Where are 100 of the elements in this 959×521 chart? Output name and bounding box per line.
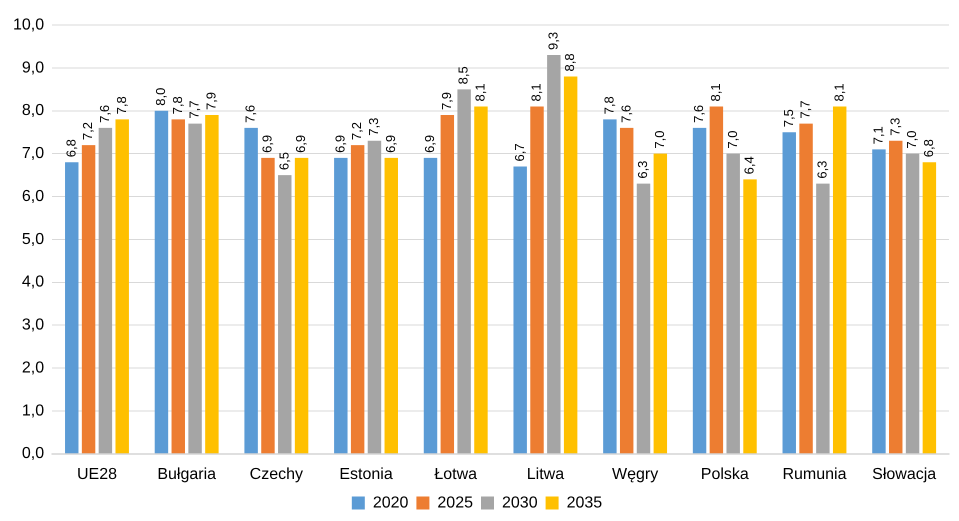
bar: [350, 145, 364, 454]
x-tick-label: UE28: [76, 466, 118, 483]
data-label: 6,8: [63, 139, 78, 158]
data-label: 7,6: [242, 104, 258, 123]
data-label: 6,4: [742, 156, 757, 174]
bar: [832, 106, 846, 454]
data-label: 7,8: [170, 96, 185, 114]
y-tick-label: 1,0: [22, 402, 44, 420]
bar: [424, 158, 438, 454]
bar: [726, 154, 740, 454]
data-label: 7,9: [203, 92, 218, 110]
y-tick-label: 5,0: [22, 230, 44, 248]
legend-label: 2035: [566, 494, 602, 512]
data-label: 6,9: [260, 134, 275, 153]
x-tick-label: Węgry: [612, 466, 658, 483]
bar: [620, 128, 634, 454]
bar: [636, 184, 650, 454]
x-tick-label: Czechy: [250, 466, 304, 483]
data-label: 7,2: [80, 122, 96, 140]
y-tick-label: 2,0: [22, 359, 44, 376]
bar: [782, 132, 796, 454]
bar: [564, 76, 578, 454]
bar: [530, 106, 544, 454]
y-tick-label: 9,0: [22, 59, 44, 76]
bar: [98, 128, 112, 454]
data-label: 6,9: [382, 134, 398, 153]
bar: [906, 154, 920, 454]
bar: [743, 179, 757, 454]
x-tick-label: Łotwa: [434, 466, 478, 483]
data-label: 6,8: [920, 139, 936, 158]
data-label: 8,1: [528, 83, 544, 102]
bar: [457, 89, 471, 454]
data-label: 7,2: [349, 122, 364, 140]
bar: [115, 119, 129, 454]
data-label: 6,9: [422, 134, 438, 153]
data-label: 7,3: [887, 118, 902, 136]
data-label: 8,8: [562, 53, 578, 72]
data-label: 6,9: [293, 134, 308, 153]
data-label: 6,7: [512, 143, 527, 162]
data-label: 7,7: [186, 100, 202, 119]
bar: [922, 162, 936, 454]
data-label: 7,9: [438, 92, 454, 110]
y-tick-label: 7,0: [22, 145, 44, 162]
bar: [154, 110, 168, 454]
x-tick-label: Estonia: [339, 466, 393, 483]
bar: [244, 128, 258, 454]
y-tick-label: 4,0: [22, 274, 44, 291]
x-tick-label: Polska: [700, 466, 749, 483]
bar: [872, 149, 886, 454]
data-label: 9,3: [545, 32, 560, 50]
data-label: 6,9: [332, 134, 348, 153]
data-label: 7,1: [870, 126, 886, 144]
data-label: 7,6: [691, 104, 706, 123]
data-label: 7,3: [366, 118, 382, 136]
data-label: 7,6: [96, 104, 112, 123]
bar: [603, 119, 617, 454]
bar: [384, 158, 398, 454]
bar: [294, 158, 308, 454]
bar: [261, 158, 275, 454]
bar: [278, 175, 292, 454]
bar: [82, 145, 96, 454]
data-label: 8,5: [456, 66, 471, 84]
bar: [692, 128, 706, 454]
data-label: 7,8: [601, 96, 616, 114]
legend-label: 2020: [372, 494, 409, 512]
bar: [188, 124, 202, 454]
bar: [65, 162, 78, 454]
x-tick-label: Słowacja: [872, 466, 936, 483]
bar: [205, 115, 219, 454]
x-tick-label: Litwa: [526, 466, 564, 483]
data-label: 7,0: [904, 130, 920, 149]
data-label: 8,1: [708, 83, 723, 102]
data-label: 7,7: [798, 100, 813, 119]
y-tick-label: 8,0: [22, 102, 44, 120]
y-tick-label: 10,0: [13, 16, 44, 34]
bar: [513, 166, 527, 454]
data-label: 6,3: [814, 160, 830, 179]
bar: [172, 119, 185, 454]
bar: [654, 154, 668, 454]
data-label: 8,1: [831, 83, 846, 102]
bar: [334, 158, 348, 454]
bar: [889, 140, 902, 454]
data-label: 7,0: [652, 130, 667, 149]
bar: [816, 184, 830, 454]
data-label: 8,0: [153, 88, 168, 106]
bar: [547, 55, 561, 454]
data-label: 7,8: [114, 96, 129, 114]
x-tick-label: Bułgaria: [157, 466, 216, 483]
legend-label: 2030: [502, 494, 538, 512]
data-label: 7,0: [724, 130, 740, 149]
bar: [440, 115, 454, 454]
bar: [474, 106, 488, 454]
y-tick-label: 0,0: [22, 445, 44, 462]
bar: [799, 124, 813, 454]
y-tick-label: 3,0: [22, 316, 44, 334]
data-label: 6,3: [635, 160, 650, 179]
data-label: 7,5: [780, 109, 796, 128]
data-label: 6,5: [276, 152, 292, 170]
data-label: 8,1: [472, 83, 488, 102]
y-tick-label: 6,0: [22, 188, 44, 205]
